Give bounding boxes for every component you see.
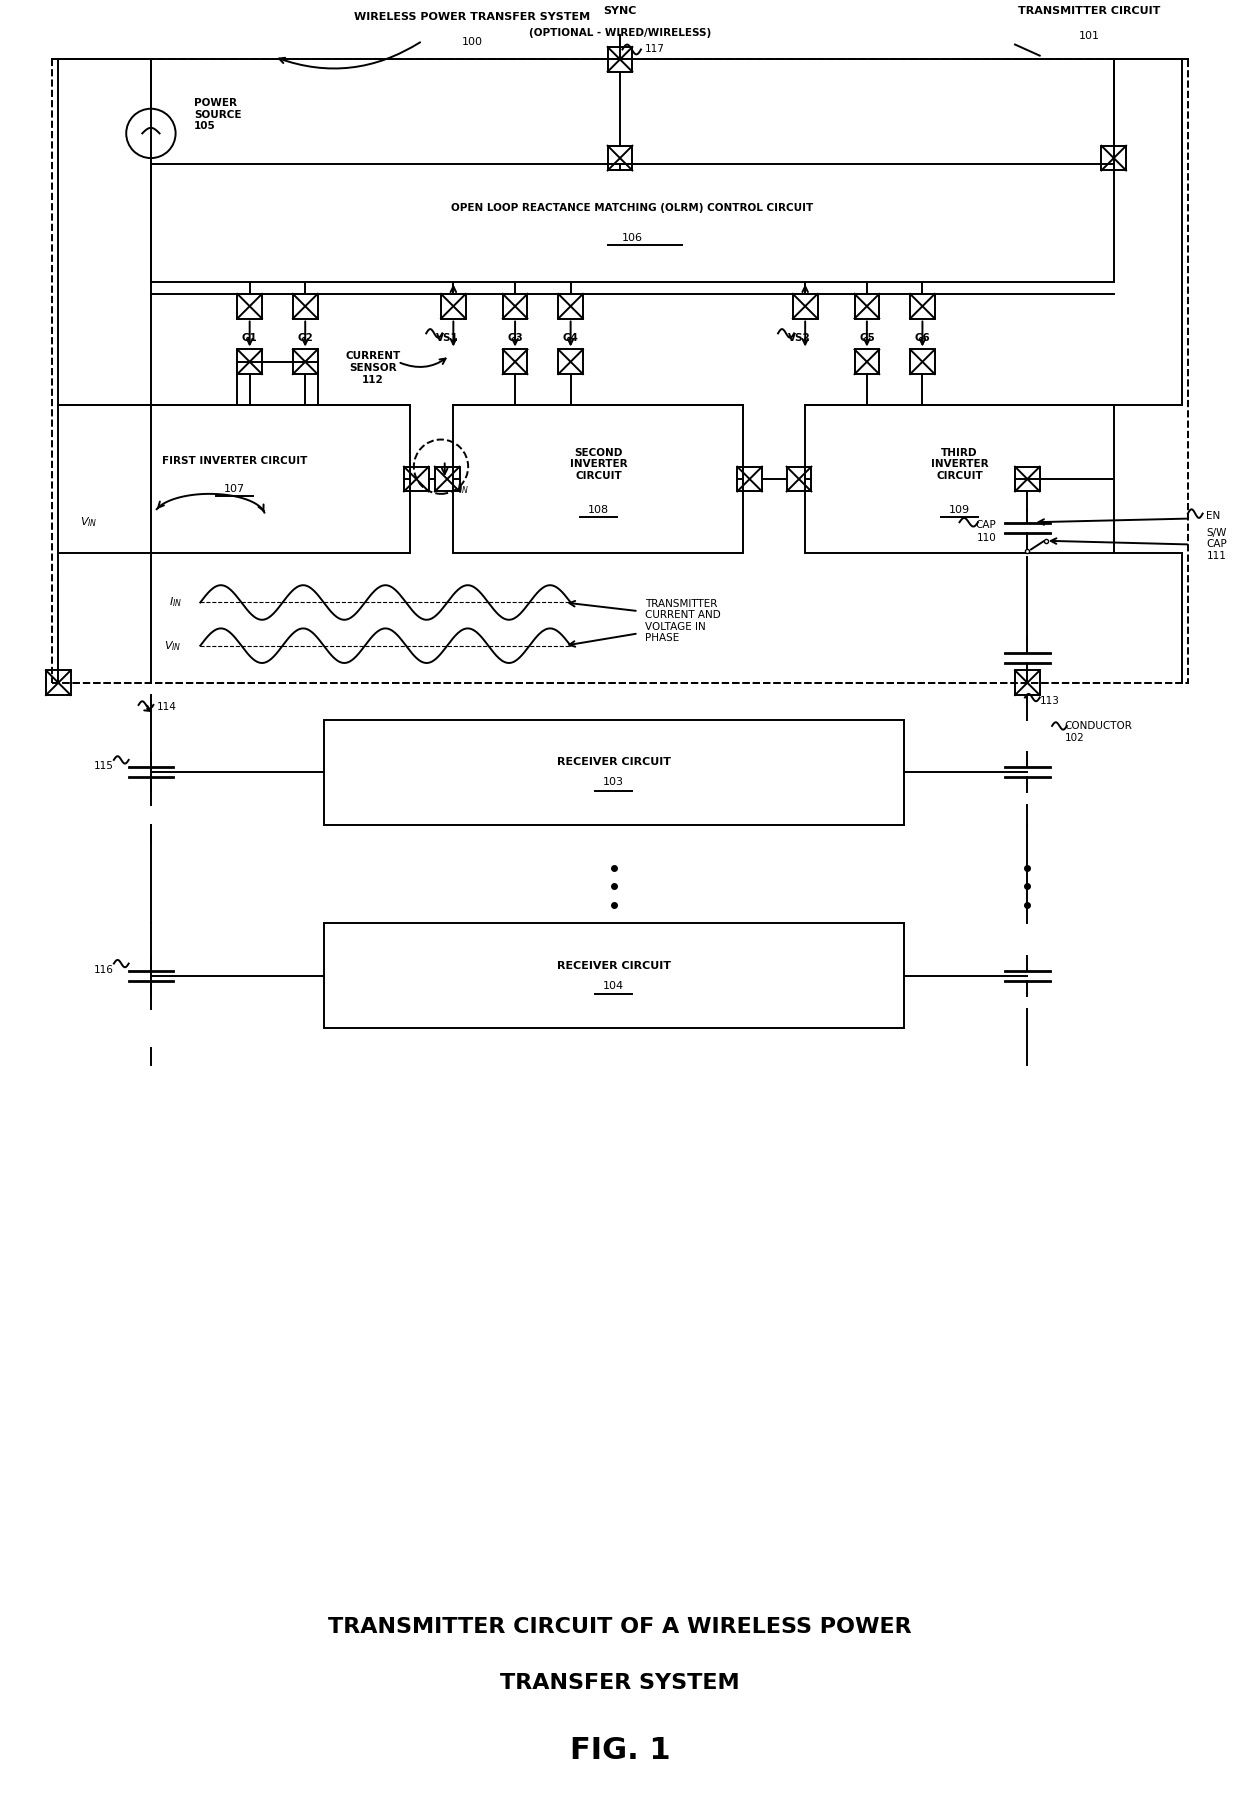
Bar <box>854 294 879 318</box>
Text: WIRELESS POWER TRANSFER SYSTEM: WIRELESS POWER TRANSFER SYSTEM <box>353 13 590 22</box>
Text: $V_{IN}$: $V_{IN}$ <box>81 516 98 529</box>
Text: S/W
CAP
111: S/W CAP 111 <box>1207 529 1228 561</box>
Text: VS2: VS2 <box>787 333 811 343</box>
Text: $I_{IN}$: $I_{IN}$ <box>169 596 182 609</box>
Text: 108: 108 <box>588 505 609 514</box>
Bar <box>293 349 317 374</box>
Bar <box>502 349 527 374</box>
Bar <box>558 349 583 374</box>
Bar <box>786 467 811 491</box>
Bar <box>854 349 879 374</box>
Bar <box>237 349 262 374</box>
Text: CURRENT
SENSOR
112: CURRENT SENSOR 112 <box>346 351 401 385</box>
Text: G1: G1 <box>242 333 258 343</box>
Text: FIG. 1: FIG. 1 <box>569 1735 671 1764</box>
Bar <box>58 405 410 552</box>
Bar <box>454 405 744 552</box>
Text: POWER
SOURCE
105: POWER SOURCE 105 <box>195 98 242 131</box>
Text: TRANSFER SYSTEM: TRANSFER SYSTEM <box>500 1673 740 1693</box>
Text: 115: 115 <box>94 761 114 770</box>
Text: TRANSMITTER CIRCUIT: TRANSMITTER CIRCUIT <box>1018 5 1161 16</box>
Text: 107: 107 <box>223 483 244 494</box>
Bar <box>237 294 262 318</box>
Text: 104: 104 <box>604 981 625 990</box>
Bar <box>792 294 817 318</box>
Text: G3: G3 <box>507 333 523 343</box>
Text: CAP: CAP <box>976 520 997 531</box>
Text: THIRD
INVERTER
CIRCUIT: THIRD INVERTER CIRCUIT <box>931 447 988 482</box>
Text: 110: 110 <box>977 534 997 543</box>
Text: RECEIVER CIRCUIT: RECEIVER CIRCUIT <box>557 758 671 767</box>
Text: SECOND
INVERTER
CIRCUIT: SECOND INVERTER CIRCUIT <box>569 447 627 482</box>
Text: SYNC: SYNC <box>604 5 636 16</box>
Text: TRANSMITTER
CURRENT AND
VOLTAGE IN
PHASE: TRANSMITTER CURRENT AND VOLTAGE IN PHASE <box>645 598 720 643</box>
Bar <box>805 405 1114 552</box>
Bar <box>910 349 935 374</box>
Text: 116: 116 <box>94 965 114 974</box>
Text: 103: 103 <box>604 778 624 787</box>
Bar <box>1101 145 1126 171</box>
Text: G6: G6 <box>915 333 930 343</box>
Text: 101: 101 <box>1079 31 1100 42</box>
Text: 109: 109 <box>949 505 970 514</box>
Text: TRANSMITTER CIRCUIT OF A WIRELESS POWER: TRANSMITTER CIRCUIT OF A WIRELESS POWER <box>329 1617 911 1637</box>
Text: VS1: VS1 <box>435 333 459 343</box>
Bar <box>1016 670 1039 696</box>
Bar <box>46 670 71 696</box>
Bar <box>910 294 935 318</box>
Bar <box>558 294 583 318</box>
Text: OPEN LOOP REACTANCE MATCHING (OLRM) CONTROL CIRCUIT: OPEN LOOP REACTANCE MATCHING (OLRM) CONT… <box>451 204 813 213</box>
Bar <box>324 923 904 1028</box>
Text: G5: G5 <box>859 333 874 343</box>
Bar <box>502 294 527 318</box>
Text: 113: 113 <box>1039 696 1060 707</box>
Text: CONDUCTOR
102: CONDUCTOR 102 <box>1064 721 1132 743</box>
Bar <box>738 467 761 491</box>
Text: EN: EN <box>1207 511 1220 521</box>
Bar <box>435 467 460 491</box>
Text: $V_{IN}$: $V_{IN}$ <box>164 640 182 652</box>
Bar <box>441 294 466 318</box>
Bar <box>404 467 429 491</box>
Bar <box>293 294 317 318</box>
Text: $I_{IN}$: $I_{IN}$ <box>456 482 469 496</box>
Bar <box>608 47 632 71</box>
Text: RECEIVER CIRCUIT: RECEIVER CIRCUIT <box>557 961 671 970</box>
Text: 100: 100 <box>461 36 482 47</box>
Bar <box>52 60 1188 683</box>
Text: 117: 117 <box>645 44 665 55</box>
Bar <box>324 720 904 825</box>
Text: FIRST INVERTER CIRCUIT: FIRST INVERTER CIRCUIT <box>161 456 308 465</box>
Text: 106: 106 <box>621 233 642 243</box>
Bar <box>1016 467 1039 491</box>
Bar <box>151 164 1114 282</box>
Text: G4: G4 <box>563 333 579 343</box>
Text: (OPTIONAL - WIRED/WIRELESS): (OPTIONAL - WIRED/WIRELESS) <box>529 29 711 38</box>
Text: 114: 114 <box>157 703 177 712</box>
Bar <box>608 145 632 171</box>
Text: G2: G2 <box>298 333 312 343</box>
